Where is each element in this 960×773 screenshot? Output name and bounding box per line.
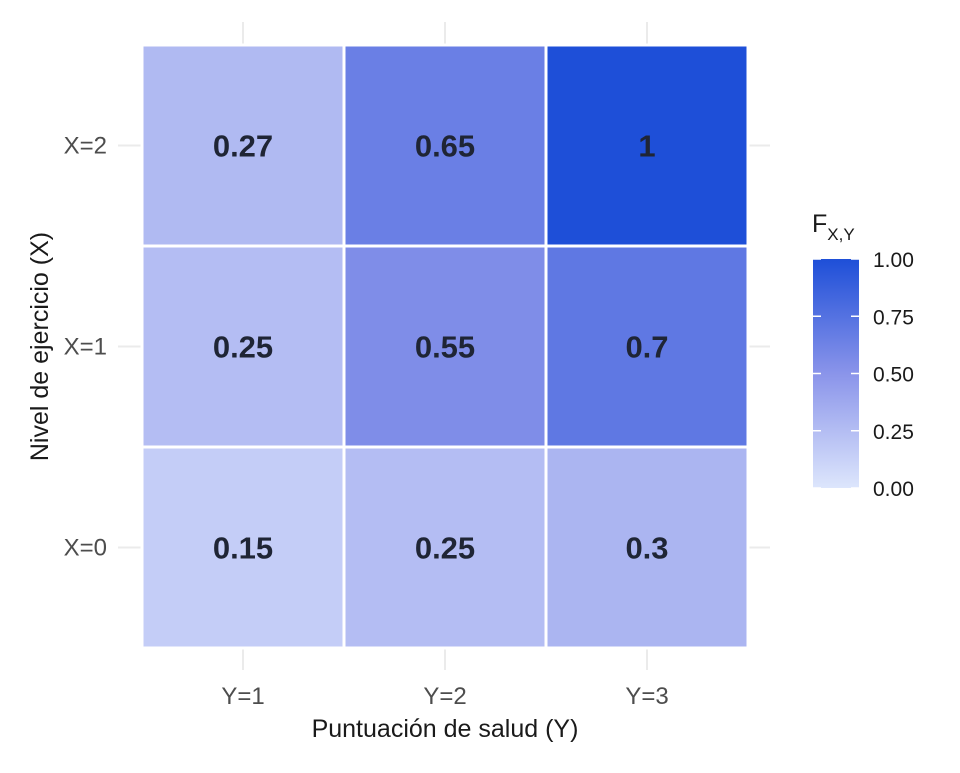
heatmap-cell <box>544 445 750 650</box>
y-tick-label: X=0 <box>64 535 107 562</box>
heatmap-cells <box>140 43 750 650</box>
x-tick-label: Y=3 <box>625 683 668 710</box>
cell-value-label: 0.15 <box>213 531 273 566</box>
x-tick-label: Y=1 <box>221 683 264 710</box>
cell-value-label: 0.25 <box>415 531 475 566</box>
legend-tick-label: 0.00 <box>873 478 914 501</box>
cell-value-label: 0.27 <box>213 129 273 164</box>
heatmap-cell <box>544 244 750 449</box>
axes: Y=1 Y=2 Y=3 X=0 X=1 X=2 Puntuación de salud (Y… <box>26 133 669 744</box>
legend-tick-label: 1.00 <box>873 249 914 272</box>
x-axis-title: Puntuación de salud (Y) <box>312 715 579 743</box>
heatmap-cell <box>342 244 548 449</box>
color-legend: FX,Y 0.00 0.25 0.50 0.75 1.00 <box>812 210 914 501</box>
x-tick-label: Y=2 <box>423 683 466 710</box>
heatmap-cell <box>140 445 346 650</box>
y-axis-title: Nivel de ejercicio (X) <box>26 232 54 461</box>
legend-title: FX,Y <box>812 210 855 244</box>
legend-tick-label: 0.50 <box>873 364 914 387</box>
legend-tick-label: 0.25 <box>873 421 914 444</box>
heatmap-cell <box>342 43 548 248</box>
cell-value-label: 0.55 <box>415 330 475 365</box>
cell-value-label: 0.3 <box>625 531 668 566</box>
heatmap-cell <box>140 43 346 248</box>
heatmap-cell <box>544 43 750 248</box>
legend-tick-label: 0.75 <box>873 306 914 329</box>
y-tick-label: X=2 <box>64 133 107 160</box>
y-tick-label: X=1 <box>64 334 107 361</box>
cell-value-label: 0.65 <box>415 129 475 164</box>
cell-value-labels: 0.15 0.25 0.3 0.25 0.55 0.7 0.27 0.65 1 <box>213 129 669 566</box>
cell-value-label: 0.7 <box>625 330 668 365</box>
cell-value-label: 0.25 <box>213 330 273 365</box>
cell-value-label: 1 <box>638 129 655 164</box>
